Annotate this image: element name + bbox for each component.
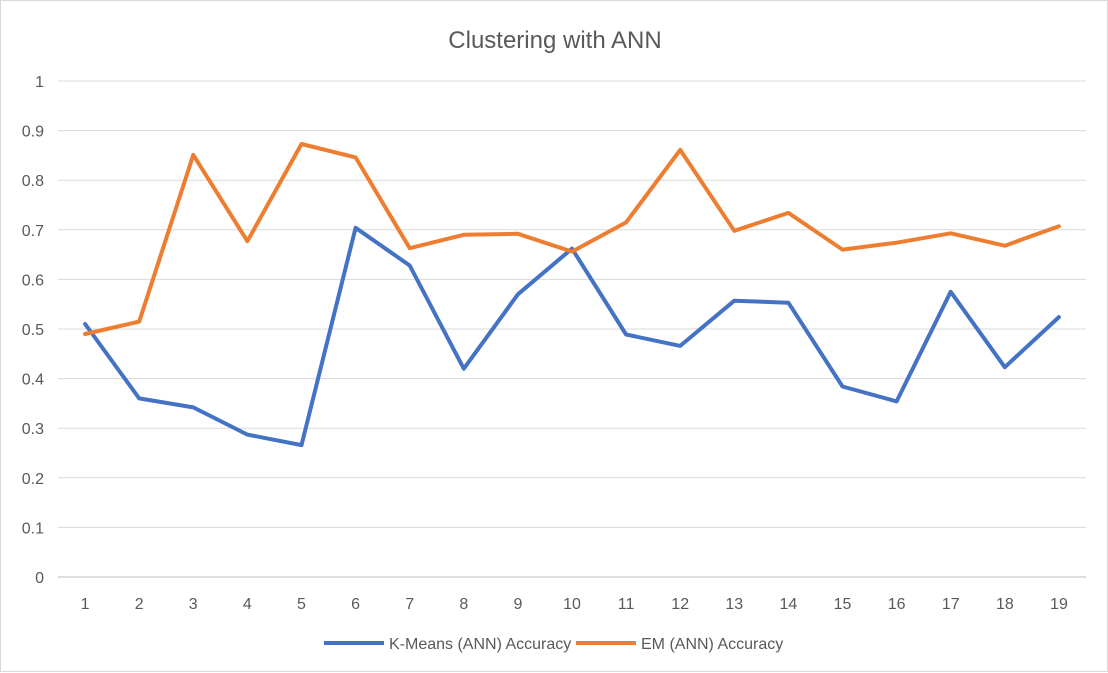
x-tick-label: 18 [996,596,1014,613]
y-tick-label: 0.6 [22,272,44,289]
y-tick-label: 0.5 [22,322,44,339]
x-tick-label: 12 [671,596,689,613]
y-tick-label: 0.2 [22,471,44,488]
x-tick-label: 2 [135,596,144,613]
legend-label: K-Means (ANN) Accuracy [389,636,571,653]
chart-title: Clustering with ANN [448,27,661,54]
legend-label: EM (ANN) Accuracy [641,636,783,653]
y-tick-label: 0.8 [22,173,44,190]
y-tick-label: 0.1 [22,520,44,537]
y-tick-label: 0.3 [22,421,44,438]
series-lines [85,144,1059,445]
x-tick-label: 1 [81,596,90,613]
x-tick-label: 8 [459,596,468,613]
y-tick-label: 1 [35,74,44,91]
x-tick-label: 7 [405,596,414,613]
x-tick-label: 16 [888,596,906,613]
series-line-em [85,144,1059,334]
x-tick-label: 4 [243,596,252,613]
y-tick-label: 0.7 [22,223,44,240]
x-tick-label: 13 [725,596,743,613]
x-tick-label: 14 [780,596,798,613]
x-tick-label: 9 [513,596,522,613]
x-tick-label: 11 [618,596,635,613]
x-tick-label: 5 [297,596,306,613]
y-tick-label: 0.4 [22,372,44,389]
x-tick-label: 17 [942,596,960,613]
x-tick-label: 6 [351,596,360,613]
y-tick-label: 0 [35,570,44,587]
series-line-kmeans [85,228,1059,445]
x-tick-label: 10 [563,596,581,613]
x-tick-label: 3 [189,596,198,613]
y-axis-ticks: 0 0.1 0.2 0.3 0.4 0.5 0.6 0.7 0.8 0.9 1 [22,74,44,587]
x-tick-label: 15 [834,596,852,613]
y-tick-label: 0.9 [22,124,44,141]
x-tick-label: 19 [1050,596,1068,613]
legend: K-Means (ANN) Accuracy EM (ANN) Accuracy [324,636,783,653]
